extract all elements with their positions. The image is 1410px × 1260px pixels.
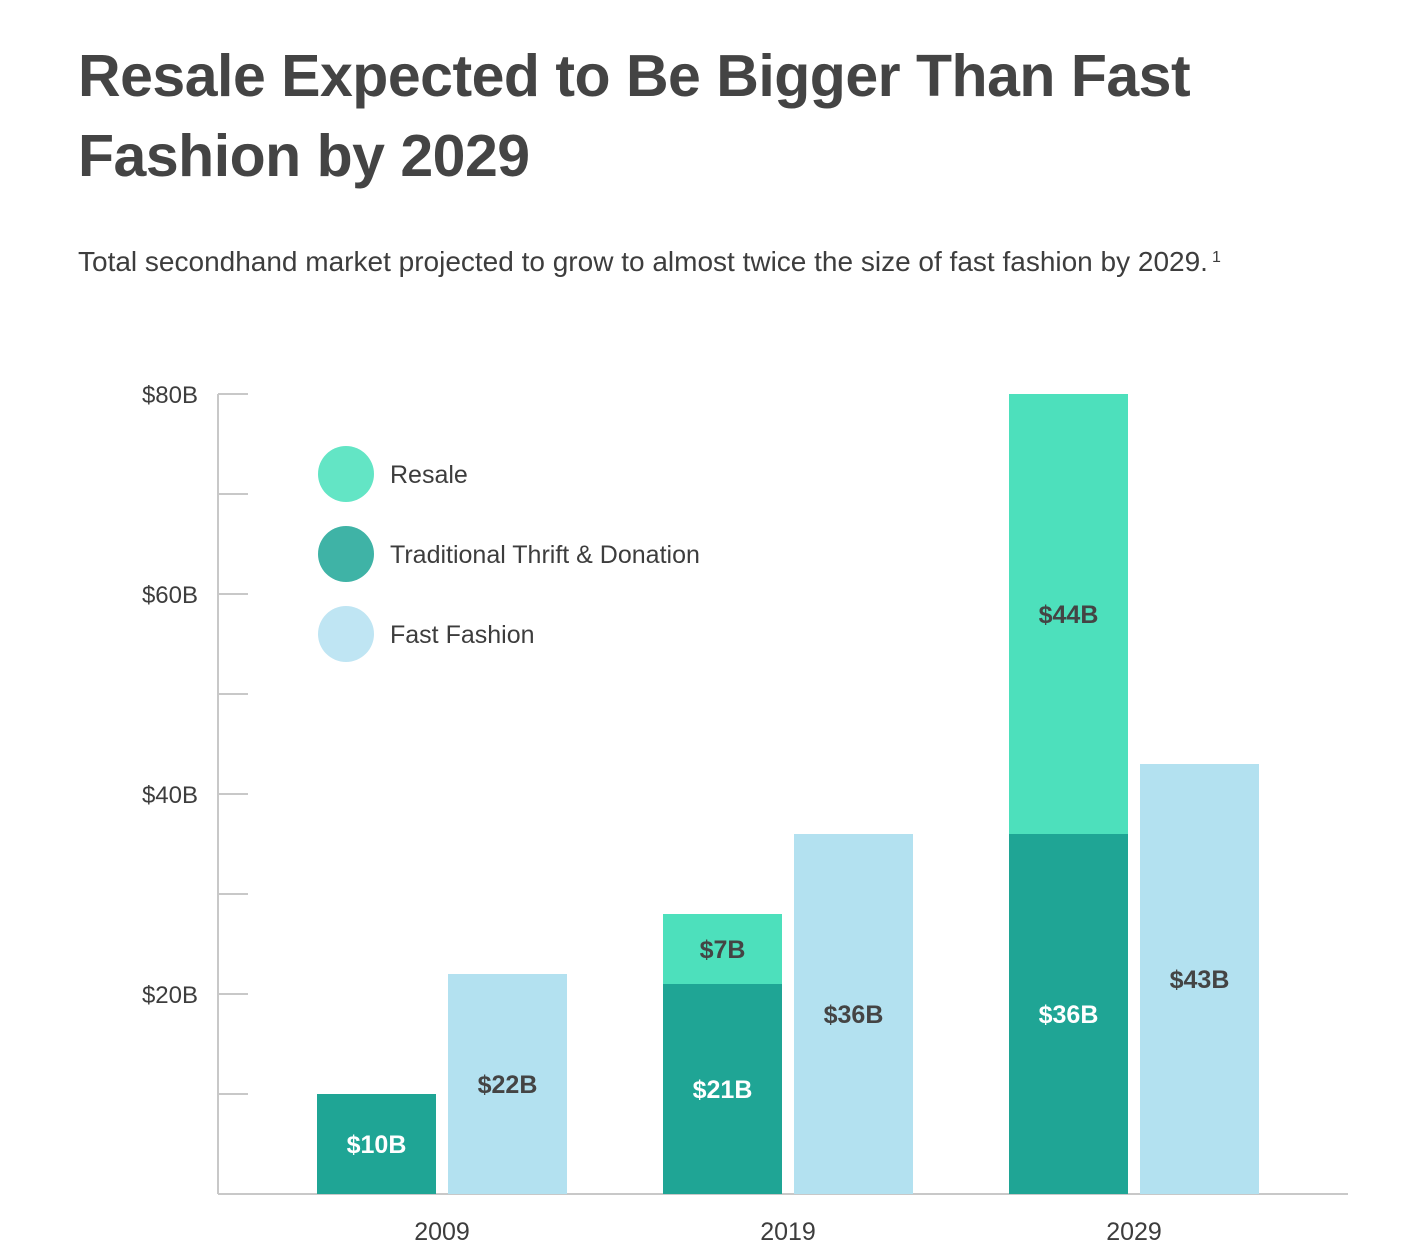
data-label: $43B — [1170, 966, 1230, 994]
legend-swatch — [318, 526, 374, 582]
y-tick-label: $80B — [142, 382, 198, 409]
bar-traditional-thrift-donation-2009 — [317, 1094, 436, 1194]
bar-traditional-thrift-donation-2019 — [663, 984, 782, 1194]
bar-fast-fashion-2019 — [794, 834, 913, 1194]
bar-fast-fashion-2029 — [1140, 764, 1259, 1194]
bar-resale-2029 — [1009, 394, 1128, 834]
data-label: $44B — [1039, 601, 1099, 629]
chart-title: Resale Expected to Be Bigger Than Fast F… — [78, 43, 1191, 189]
legend-swatch — [318, 446, 374, 502]
x-tick-label: 2019 — [760, 1218, 816, 1246]
data-label: $10B — [347, 1131, 407, 1159]
data-label: $21B — [693, 1076, 753, 1104]
data-label: $7B — [700, 936, 746, 964]
subtitle-text: Total secondhand market projected to gro… — [78, 246, 1208, 277]
bar-fast-fashion-2009 — [448, 974, 567, 1194]
data-label: $22B — [478, 1071, 538, 1099]
legend-swatch — [318, 606, 374, 662]
legend-label: Fast Fashion — [390, 621, 535, 649]
chart-subtitle: Total secondhand market projected to gro… — [78, 242, 1398, 282]
x-tick-label: 2009 — [414, 1218, 470, 1246]
bar-resale-2019 — [663, 914, 782, 984]
legend-label: Resale — [390, 461, 468, 489]
bars: $10B $22B $21B $7B $36B $36B $44B $43B — [317, 394, 1259, 1194]
data-label: $36B — [824, 1001, 884, 1029]
legend: Resale Traditional Thrift & Donation Fast … — [318, 446, 700, 662]
bar-traditional-thrift-donation-2029 — [1009, 834, 1128, 1194]
footnote-marker: 1 — [1211, 249, 1221, 266]
y-tick-label: $20B — [142, 982, 198, 1009]
data-label: $36B — [1039, 1001, 1099, 1029]
y-tick-label: $60B — [142, 582, 198, 609]
x-tick-label: 2029 — [1106, 1218, 1162, 1246]
y-tick-label: $40B — [142, 782, 198, 809]
legend-label: Traditional Thrift & Donation — [390, 541, 700, 569]
